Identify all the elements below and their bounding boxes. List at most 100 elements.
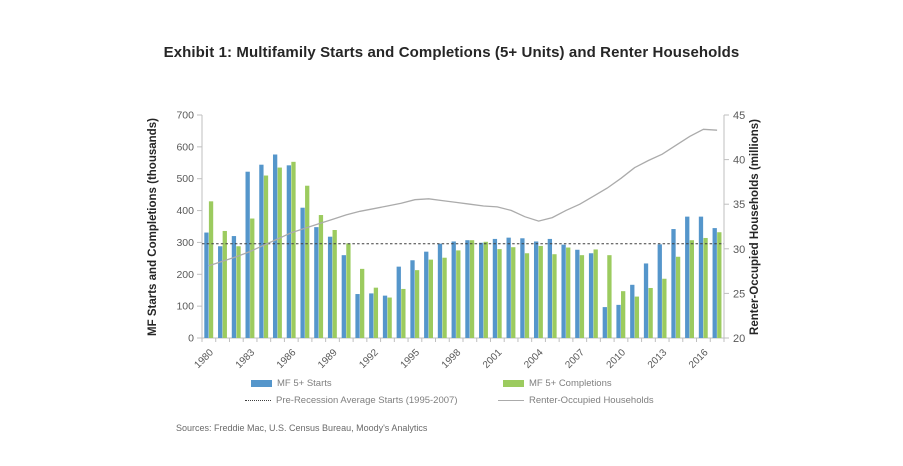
x-tick-label-1980: 1980 <box>192 347 216 371</box>
bar-starts-1987 <box>300 207 305 338</box>
bar-starts-2011 <box>630 284 635 338</box>
bar-starts-2004 <box>533 241 539 338</box>
bar-starts-2013 <box>657 244 662 338</box>
bar-completions-1996 <box>428 259 433 338</box>
legend-item-avg-starts: Pre-Recession Average Starts (1995-2007) <box>245 395 457 406</box>
bar-starts-1980 <box>204 232 209 338</box>
bar-starts-2009 <box>602 307 607 338</box>
bar-starts-1983 <box>245 171 250 338</box>
bar-starts-1988 <box>314 227 319 338</box>
legend-label-renter-households: Renter-Occupied Households <box>529 395 654 406</box>
bar-completions-1986 <box>291 161 296 338</box>
bar-completions-1997 <box>442 257 447 338</box>
bar-completions-1989 <box>332 230 337 338</box>
x-tick-label-2013: 2013 <box>646 347 670 371</box>
bar-completions-2016 <box>703 237 708 338</box>
bar-completions-1993 <box>387 297 392 338</box>
bar-starts-1989 <box>327 236 333 338</box>
bar-starts-1995 <box>410 260 415 338</box>
bar-starts-2002 <box>506 237 511 338</box>
bar-starts-2001 <box>492 238 498 338</box>
legend-label-avg-starts: Pre-Recession Average Starts (1995-2007) <box>276 395 458 406</box>
bar-starts-2006 <box>561 244 566 338</box>
bar-completions-1994 <box>401 288 406 338</box>
bar-starts-2015 <box>685 216 690 338</box>
x-tick-label-2016: 2016 <box>687 347 711 371</box>
x-tick-label-1995: 1995 <box>399 347 423 371</box>
bar-starts-1998 <box>451 241 456 338</box>
bar-starts-2003 <box>520 238 525 338</box>
bar-starts-1994 <box>396 266 401 338</box>
dotted-line-swatch-icon <box>245 400 271 401</box>
bar-starts-1992 <box>369 293 374 338</box>
bar-completions-2011 <box>634 296 640 338</box>
bar-completions-2008 <box>593 249 598 338</box>
x-tick-label-1989: 1989 <box>316 347 340 371</box>
bar-completions-2002 <box>511 247 516 338</box>
x-tick-label-1992: 1992 <box>357 347 381 371</box>
bar-starts-2017 <box>712 228 717 338</box>
bar-starts-1993 <box>382 295 388 338</box>
completions-bar-swatch-icon <box>503 380 524 387</box>
bar-completions-2001 <box>497 249 502 338</box>
source-note: Sources: Freddie Mac, U.S. Census Bureau… <box>176 423 428 433</box>
bar-starts-2008 <box>588 253 594 338</box>
bar-starts-2000 <box>479 242 484 338</box>
x-tick-label-2010: 2010 <box>605 347 629 371</box>
bar-completions-2012 <box>648 287 653 338</box>
bar-completions-1998 <box>456 250 461 338</box>
bar-completions-2014 <box>675 256 681 338</box>
bar-completions-1987 <box>305 185 310 338</box>
bar-completions-2000 <box>483 241 488 338</box>
bar-starts-1982 <box>231 236 237 338</box>
y-axis-left-tick-label: 500 <box>176 173 194 185</box>
bar-completions-2017 <box>717 232 722 338</box>
bar-completions-2013 <box>662 278 667 338</box>
renter-households-line <box>208 128 718 267</box>
bar-completions-1995 <box>414 270 420 338</box>
bar-completions-1988 <box>318 215 324 338</box>
bar-completions-2004 <box>538 245 543 338</box>
y-axis-left-tick-label: 300 <box>176 237 194 249</box>
legend-label-completions: MF 5+ Completions <box>529 378 612 389</box>
bar-starts-2010 <box>616 304 621 338</box>
y-axis-right-tick-label: 20 <box>733 333 745 345</box>
bar-starts-2014 <box>671 229 676 338</box>
bar-starts-1985 <box>272 154 278 338</box>
y-axis-left-tick-label: 600 <box>176 141 194 153</box>
bar-completions-2009 <box>607 255 612 338</box>
x-tick-label-2001: 2001 <box>481 347 505 371</box>
y-axis-right-tick-label: 35 <box>733 199 745 211</box>
y-axis-right-tick-label: 30 <box>733 244 745 256</box>
chart-title: Exhibit 1: Multifamily Starts and Comple… <box>163 44 740 61</box>
y-axis-right-tick-label: 45 <box>733 110 745 122</box>
bar-starts-1990 <box>341 255 346 338</box>
bar-starts-2007 <box>575 249 580 338</box>
bar-completions-1982 <box>236 246 241 338</box>
starts-bar-swatch-icon <box>251 380 272 387</box>
bar-completions-1990 <box>346 243 351 338</box>
y-axis-left-tick-label: 400 <box>176 205 194 217</box>
bar-starts-1991 <box>355 294 360 338</box>
bar-completions-2010 <box>621 291 626 338</box>
bar-starts-1984 <box>259 164 264 338</box>
y-axis-left-tick-label: 200 <box>176 269 194 281</box>
x-tick-label-1998: 1998 <box>440 347 464 371</box>
bar-completions-1980 <box>208 201 214 338</box>
bar-completions-2007 <box>579 255 585 338</box>
bar-starts-1997 <box>437 243 443 338</box>
bar-completions-1983 <box>250 218 255 338</box>
bar-completions-2006 <box>566 247 571 338</box>
bar-completions-1985 <box>277 167 282 338</box>
bar-starts-1999 <box>465 240 470 338</box>
bar-starts-2016 <box>698 216 704 338</box>
bar-completions-1999 <box>469 240 475 338</box>
bar-completions-1984 <box>263 175 269 338</box>
legend-item-completions: MF 5+ Completions <box>503 378 612 389</box>
y-axis-left-tick-label: 700 <box>176 110 194 122</box>
legend-item-renter-households: Renter-Occupied Households <box>498 395 654 406</box>
legend-label-starts: MF 5+ Starts <box>277 378 332 389</box>
bar-completions-1981 <box>222 230 227 338</box>
bar-starts-1996 <box>424 251 429 338</box>
